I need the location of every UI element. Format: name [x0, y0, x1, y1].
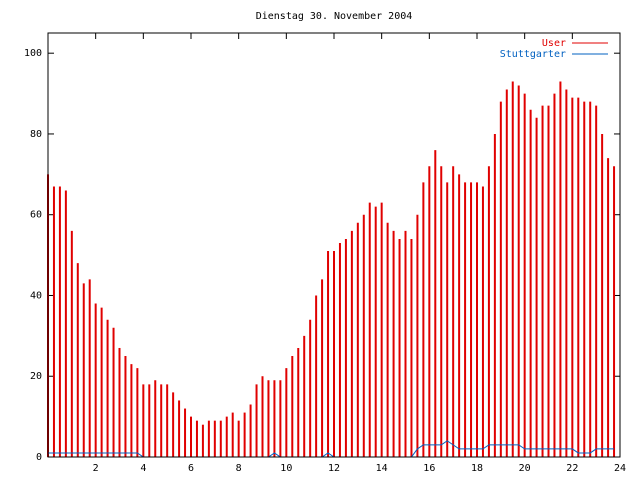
x-tick-label: 22	[566, 463, 578, 474]
legend-label: User	[542, 38, 566, 49]
plot-frame	[47, 32, 621, 458]
y-tick-label: 40	[30, 290, 42, 301]
y-tick-label: 60	[30, 210, 42, 221]
x-tick-label: 24	[614, 463, 626, 474]
legend-label: Stuttgarter	[500, 49, 566, 60]
x-tick-label: 20	[519, 463, 531, 474]
x-tick-label: 2	[93, 463, 99, 474]
x-tick-label: 12	[328, 463, 340, 474]
x-tick-label: 4	[140, 463, 146, 474]
x-tick-label: 8	[236, 463, 242, 474]
x-tick-label: 14	[376, 463, 388, 474]
x-tick-label: 16	[423, 463, 435, 474]
chart-title: Dienstag 30. November 2004	[256, 11, 413, 22]
x-tick-label: 6	[188, 463, 194, 474]
y-tick-label: 0	[36, 452, 42, 463]
line	[48, 440, 615, 458]
x-tick-label: 18	[471, 463, 483, 474]
y-tick-label: 100	[24, 48, 42, 59]
y-tick-label: 80	[30, 129, 42, 140]
x-tick-label: 10	[280, 463, 292, 474]
y-tick-label: 20	[30, 371, 42, 382]
